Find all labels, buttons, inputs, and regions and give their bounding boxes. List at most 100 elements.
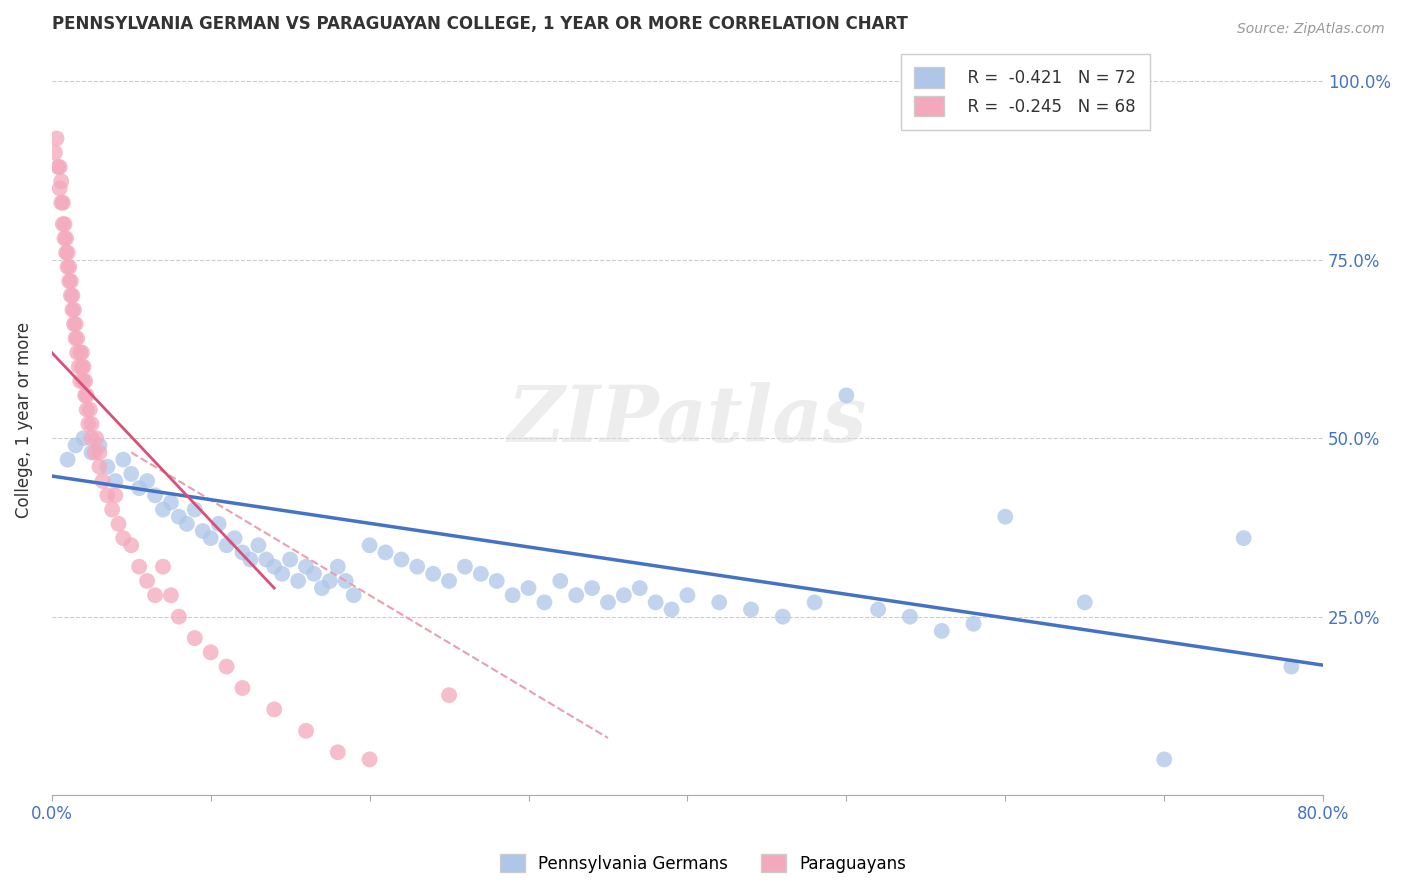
- Point: [389, 552, 412, 566]
- Point: [374, 545, 396, 559]
- Point: [51, 195, 73, 210]
- Point: [80, 431, 103, 445]
- Point: [56, 260, 79, 274]
- Point: [72, 431, 94, 445]
- Point: [533, 595, 555, 609]
- Point: [231, 545, 253, 559]
- Point: [66, 331, 89, 345]
- Point: [58, 274, 80, 288]
- Point: [295, 559, 318, 574]
- Point: [52, 217, 75, 231]
- Point: [84, 431, 107, 445]
- Point: [160, 588, 183, 602]
- Point: [550, 574, 572, 588]
- Point: [167, 509, 190, 524]
- Point: [52, 195, 75, 210]
- Point: [75, 388, 97, 402]
- Point: [89, 438, 111, 452]
- Point: [104, 474, 127, 488]
- Point: [76, 388, 98, 402]
- Point: [44, 145, 66, 160]
- Point: [628, 581, 651, 595]
- Point: [55, 245, 77, 260]
- Point: [65, 317, 87, 331]
- Point: [454, 559, 477, 574]
- Point: [128, 559, 150, 574]
- Point: [517, 581, 540, 595]
- Point: [326, 745, 349, 759]
- Point: [91, 474, 114, 488]
- Point: [96, 459, 118, 474]
- Point: [70, 359, 93, 374]
- Point: [53, 231, 76, 245]
- Point: [311, 581, 333, 595]
- Point: [75, 374, 97, 388]
- Point: [772, 609, 794, 624]
- Legend:   R =  -0.421   N = 72,   R =  -0.245   N = 68: R = -0.421 N = 72, R = -0.245 N = 68: [901, 54, 1150, 129]
- Point: [200, 531, 222, 545]
- Point: [224, 531, 246, 545]
- Point: [76, 402, 98, 417]
- Point: [335, 574, 357, 588]
- Point: [613, 588, 636, 602]
- Point: [470, 566, 492, 581]
- Point: [56, 452, 79, 467]
- Point: [184, 631, 207, 645]
- Point: [120, 538, 142, 552]
- Point: [343, 588, 366, 602]
- Point: [69, 345, 91, 359]
- Point: [278, 552, 301, 566]
- Point: [437, 688, 460, 702]
- Point: [101, 502, 124, 516]
- Point: [48, 160, 70, 174]
- Point: [287, 574, 309, 588]
- Point: [263, 702, 285, 716]
- Point: [120, 467, 142, 481]
- Point: [112, 452, 135, 467]
- Point: [835, 388, 858, 402]
- Text: ZIPatlas: ZIPatlas: [508, 382, 868, 458]
- Point: [740, 602, 762, 616]
- Point: [581, 581, 603, 595]
- Point: [176, 516, 198, 531]
- Point: [215, 659, 238, 673]
- Point: [200, 645, 222, 659]
- Point: [319, 574, 342, 588]
- Point: [112, 531, 135, 545]
- Point: [152, 559, 174, 574]
- Point: [58, 260, 80, 274]
- Point: [191, 524, 214, 538]
- Point: [63, 317, 86, 331]
- Point: [231, 681, 253, 695]
- Point: [143, 488, 166, 502]
- Point: [83, 445, 105, 459]
- Point: [326, 559, 349, 574]
- Point: [80, 417, 103, 431]
- Point: [644, 595, 666, 609]
- Point: [69, 374, 91, 388]
- Point: [67, 359, 90, 374]
- Point: [803, 595, 825, 609]
- Point: [128, 481, 150, 495]
- Point: [254, 552, 277, 566]
- Point: [80, 445, 103, 459]
- Point: [1233, 531, 1256, 545]
- Point: [359, 538, 381, 552]
- Point: [502, 588, 524, 602]
- Point: [136, 474, 159, 488]
- Y-axis label: College, 1 year or more: College, 1 year or more: [15, 322, 32, 518]
- Point: [62, 288, 84, 302]
- Point: [676, 588, 699, 602]
- Point: [422, 566, 444, 581]
- Point: [962, 616, 984, 631]
- Point: [868, 602, 890, 616]
- Point: [104, 488, 127, 502]
- Point: [167, 609, 190, 624]
- Point: [45, 131, 67, 145]
- Point: [65, 438, 87, 452]
- Point: [184, 502, 207, 516]
- Point: [152, 502, 174, 516]
- Point: [1074, 595, 1097, 609]
- Point: [56, 245, 79, 260]
- Point: [51, 174, 73, 188]
